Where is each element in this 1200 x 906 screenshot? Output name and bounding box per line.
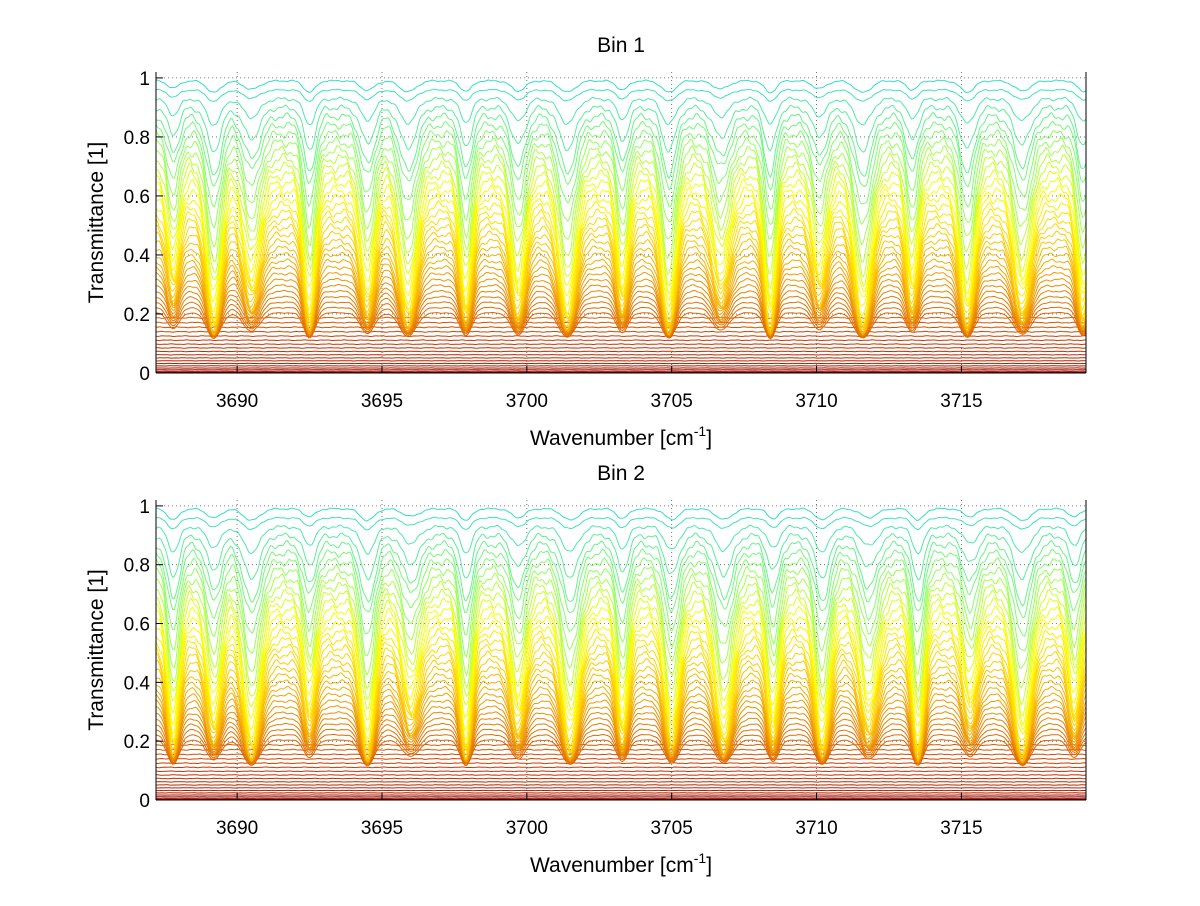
y-tick-label: 0.6 — [124, 187, 150, 208]
y-tick-label: 0.2 — [124, 732, 150, 753]
x-tick-label: 3710 — [795, 818, 837, 839]
series-line — [156, 340, 1086, 341]
y-tick-label: 1 — [139, 497, 150, 518]
series-line — [156, 348, 1086, 349]
x-tick-label: 3715 — [940, 391, 982, 412]
chart-bin-2: 3690 3695 3700 3705 3710 3715 0 0.2 0.4 0.6 0.8 1 Bi… — [85, 462, 1086, 877]
x-axis-label-main: Wavenumber [cm — [530, 854, 694, 877]
y-tick-label: 1 — [139, 69, 150, 90]
series-line — [156, 344, 1086, 345]
y-tick-label: 0.4 — [124, 673, 151, 694]
series-line — [156, 771, 1086, 772]
series-line — [156, 775, 1086, 776]
x-axis-label: Wavenumber [cm-1] — [530, 423, 712, 450]
y-tick-label: 0 — [139, 364, 150, 385]
chart-bin-1: 3690 3695 3700 3705 3710 3715 0 0.2 0.4 0.6 0.8 1 Bi… — [85, 34, 1086, 450]
x-tick-label: 3710 — [795, 391, 837, 412]
series-group — [156, 80, 1086, 373]
x-tick-label: 3700 — [506, 818, 548, 839]
series-line — [156, 89, 1086, 101]
x-tick-label: 3695 — [361, 818, 403, 839]
series-line — [156, 782, 1086, 783]
x-tick-label: 3715 — [940, 818, 982, 839]
x-axis-label-end: ] — [706, 854, 712, 877]
y-tick-label: 0.8 — [124, 556, 150, 577]
series-line — [156, 508, 1086, 521]
x-axis-label: Wavenumber [cm-1] — [530, 850, 712, 877]
y-tick-label: 0.6 — [124, 615, 150, 636]
y-tick-label: 0 — [139, 791, 150, 812]
chart-title: Bin 1 — [597, 34, 645, 57]
x-tick-label: 3705 — [651, 391, 693, 412]
series-line — [156, 778, 1086, 779]
y-axis-label: Transmittance [1] — [85, 142, 108, 303]
series-line — [156, 336, 1086, 337]
y-tick-label: 0.4 — [124, 246, 151, 267]
y-tick-label: 0.8 — [124, 128, 150, 149]
x-tick-label: 3695 — [361, 391, 403, 412]
x-tick-label: 3705 — [651, 818, 693, 839]
chart-title: Bin 2 — [597, 462, 645, 485]
series-line — [156, 767, 1086, 768]
series-line — [156, 351, 1086, 352]
x-axis-label-end: ] — [706, 427, 712, 450]
x-axis-label-sup: -1 — [694, 850, 707, 866]
series-line — [156, 763, 1086, 764]
y-tick-label: 0.2 — [124, 305, 150, 326]
x-axis-label-sup: -1 — [694, 423, 707, 439]
x-tick-label: 3690 — [216, 818, 258, 839]
x-tick-label: 3700 — [506, 391, 548, 412]
series-group — [156, 508, 1086, 800]
series-line — [156, 525, 1086, 554]
series-line — [156, 541, 1086, 606]
x-axis-label-main: Wavenumber [cm — [530, 427, 694, 450]
series-line — [156, 201, 1086, 320]
x-tick-label: 3690 — [216, 391, 258, 412]
y-axis-label: Transmittance [1] — [85, 569, 108, 730]
